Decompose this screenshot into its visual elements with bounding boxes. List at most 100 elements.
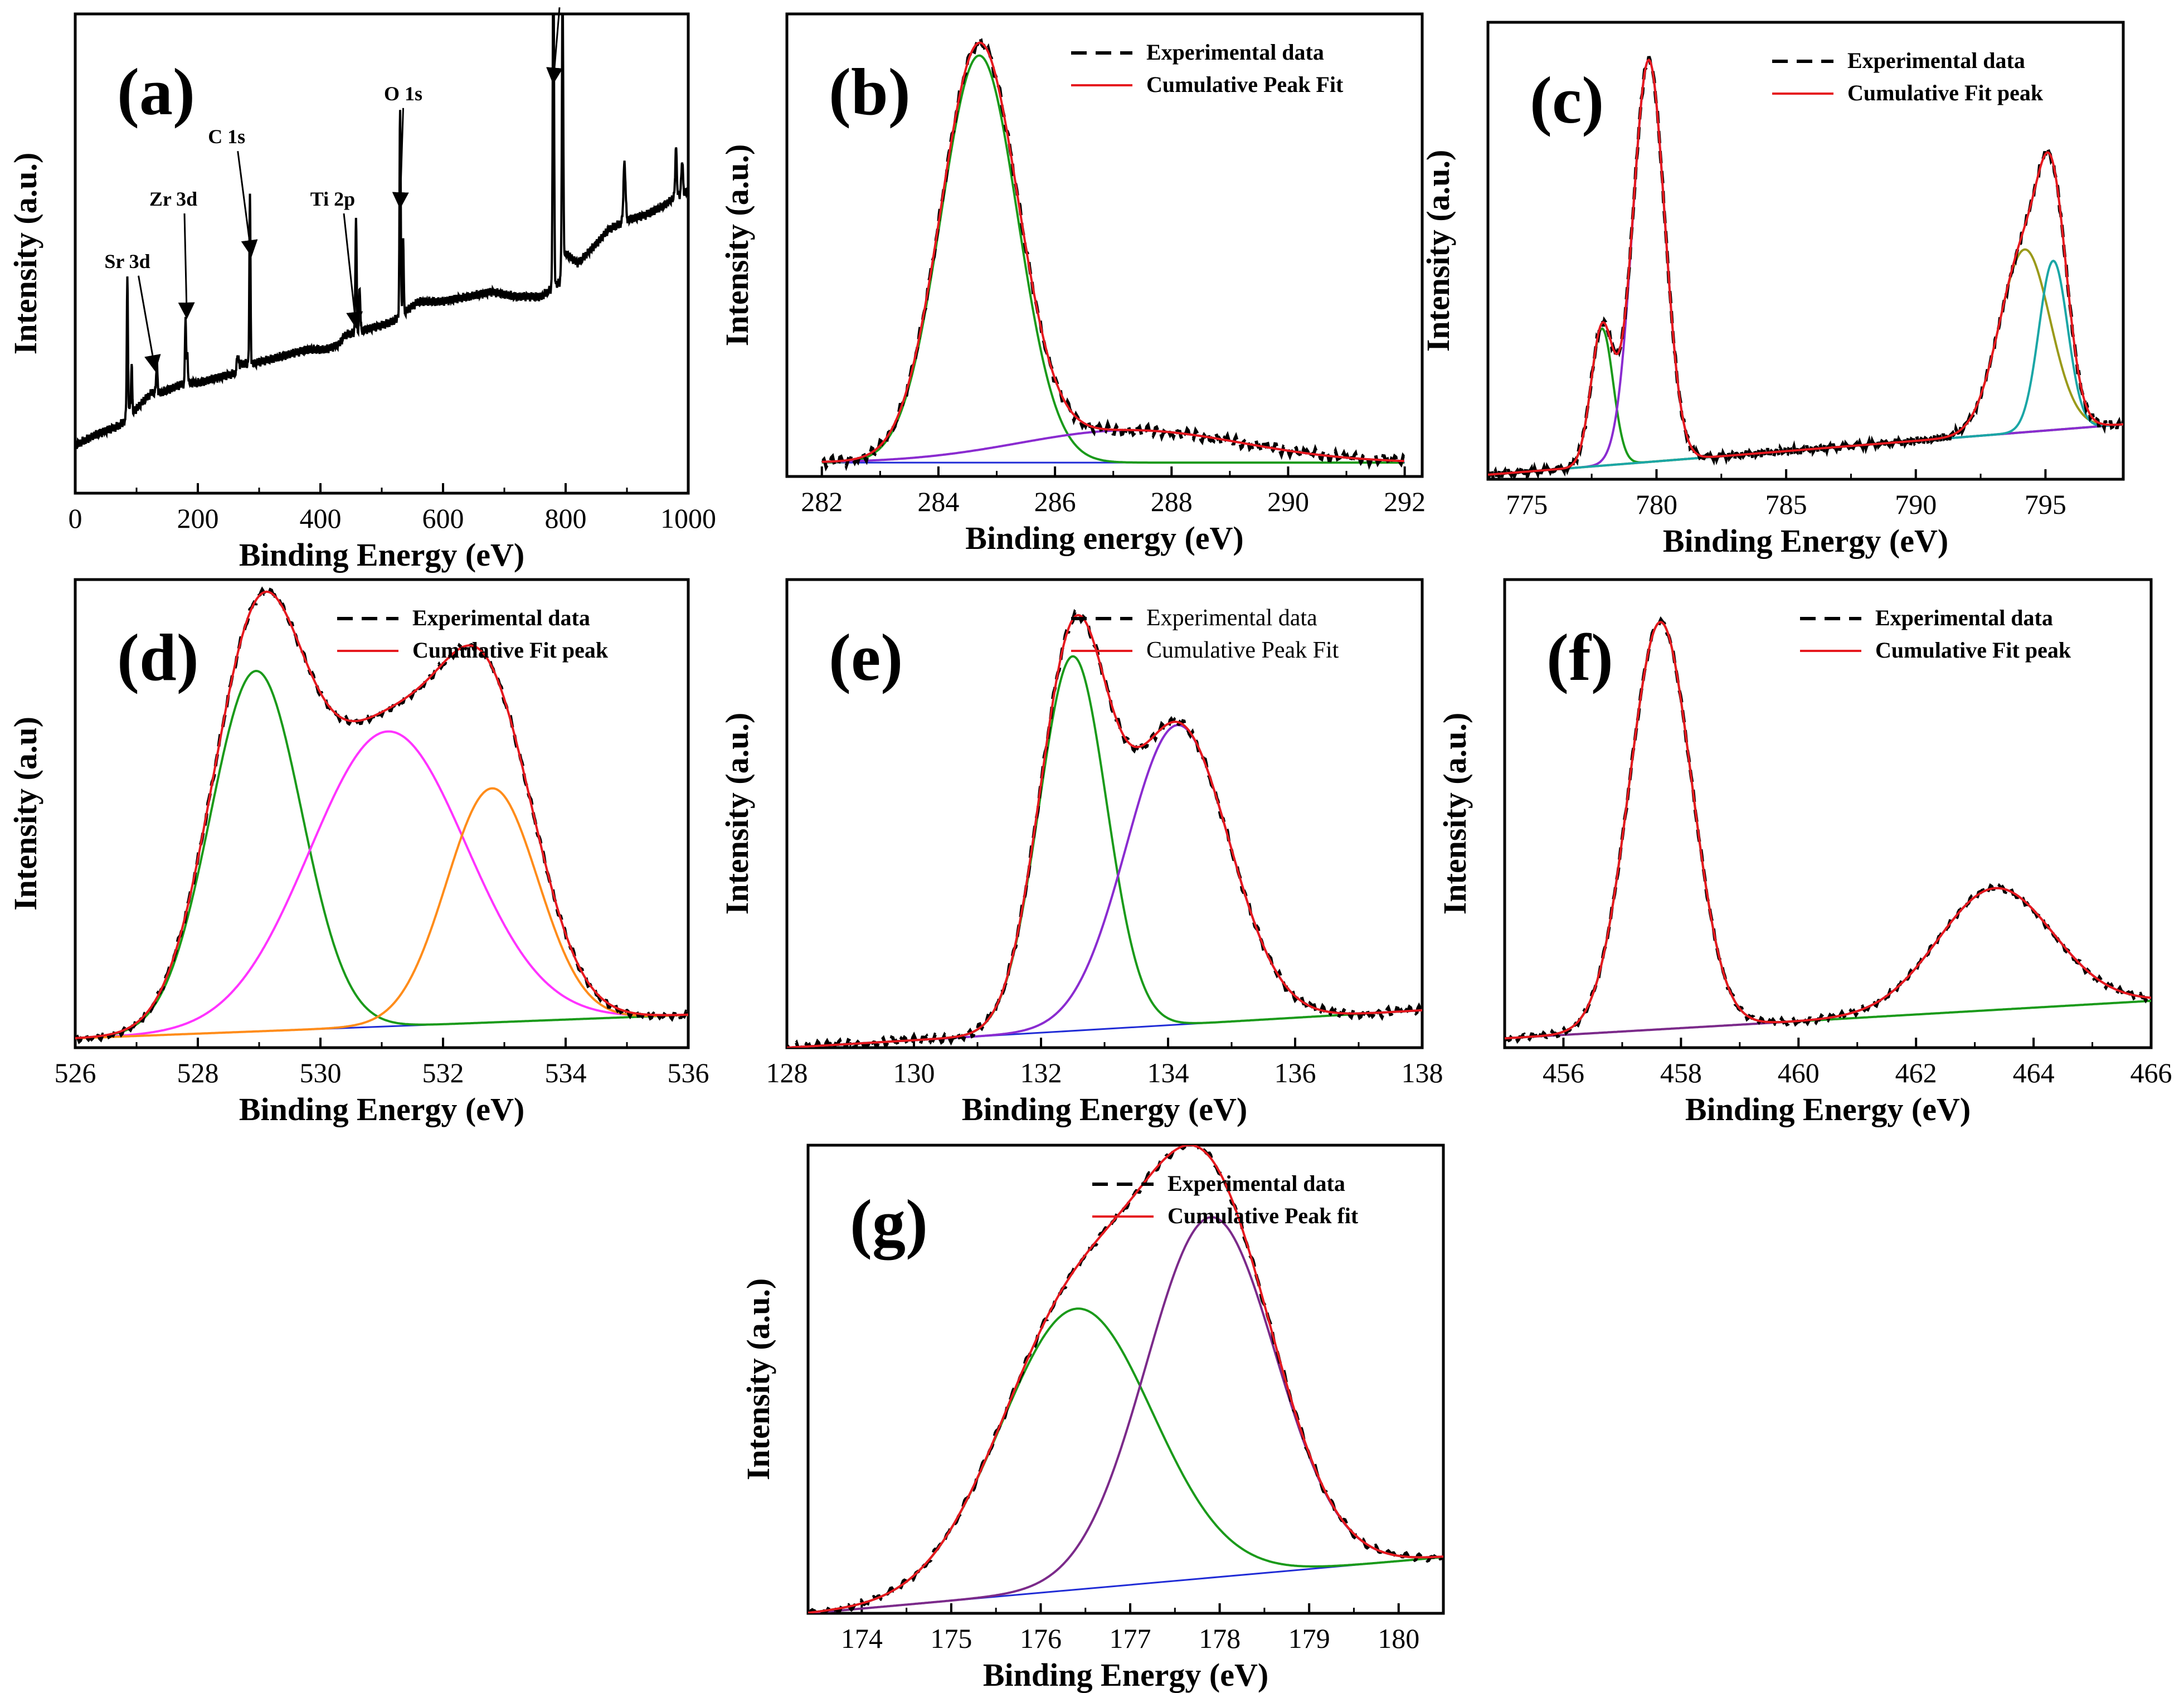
x-tick-label: 400 (300, 503, 342, 534)
panel-label: (g) (850, 1186, 928, 1261)
x-tick-label: 1000 (660, 503, 716, 534)
experimental-data-line (808, 1145, 1443, 1613)
x-axis-title: Binding Energy (eV) (1663, 523, 1948, 559)
cumulative-fit-line (808, 1145, 1443, 1613)
x-tick-label: 138 (1402, 1057, 1443, 1088)
x-tick-label: 528 (177, 1057, 219, 1088)
y-axis-title: Intensity (a.u) (7, 717, 43, 911)
plot-area (808, 1145, 1443, 1613)
panel-d: 526 528 530 532 534 536 Binding Energy (eV) Int… (7, 578, 709, 1127)
x-tick-label: 286 (1034, 486, 1076, 517)
x-axis-title: Binding Energy (eV) (239, 1091, 524, 1127)
x-tick-label: 284 (917, 486, 959, 517)
cumulative-fit-line (1505, 621, 2151, 1040)
survey-spectrum-line (75, 14, 688, 449)
legend: Experimental data Cumulative Peak Fit (1071, 40, 1344, 97)
legend: Experimental data Cumulative Fit peak (1772, 48, 2044, 105)
plot-frame (1503, 578, 2153, 1049)
panel-g: 174 175 176 177 178 179 180 Binding Energy (eV)… (740, 1144, 1445, 1693)
x-tick-label: 460 (1778, 1057, 1820, 1088)
peak-annotation: C 1s (208, 125, 245, 148)
plot-frame (806, 1144, 1445, 1615)
x-tick-label: 534 (545, 1057, 587, 1088)
x-tick-label: 536 (668, 1057, 709, 1088)
x-tick-label: 175 (930, 1623, 972, 1654)
y-axis-title: Intensity (a.u.) (740, 1278, 776, 1481)
x-tick-label: 288 (1151, 486, 1193, 517)
peak-annotation: Sr 3d (104, 250, 150, 273)
x-tick-label: 174 (841, 1623, 883, 1654)
x-tick-label: 136 (1275, 1057, 1316, 1088)
panel-label: (f) (1546, 620, 1613, 694)
component-peak-2 (75, 730, 688, 1039)
plot-frame (1486, 21, 2125, 481)
x-tick-label: 282 (801, 486, 843, 517)
legend-label-fit: Cumulative Fit peak (1875, 638, 2071, 663)
x-tick-label: 128 (766, 1057, 808, 1088)
x-tick-label: 132 (1020, 1057, 1062, 1088)
panel-label: (d) (117, 620, 199, 694)
legend: Experimental data Cumulative Fit peak (1800, 605, 2071, 663)
x-tick-label: 790 (1895, 489, 1937, 520)
legend-label-experimental: Experimental data (412, 605, 590, 630)
legend-label-fit: Cumulative Peak Fit (1146, 72, 1344, 97)
peak-annotation: Zr 3d (149, 188, 197, 210)
y-axis-title: Intensity (a.u.) (7, 153, 43, 355)
plot-area (821, 33, 1406, 472)
y-axis-title: Intensity (a.u.) (719, 144, 755, 347)
x-tick-label: 458 (1660, 1057, 1702, 1088)
x-tick-label: 462 (1895, 1057, 1937, 1088)
component-peak-3 (75, 787, 688, 1040)
y-axis-title: Intensity (a.u.) (1437, 713, 1473, 915)
peak-annotation: Ba 3d5 (529, 0, 589, 4)
x-tick-label: 130 (893, 1057, 935, 1088)
panel-b: 282 284 286 288 290 292 Binding energy (eV) Int… (719, 12, 1426, 556)
x-axis-title: Binding Energy (eV) (962, 1091, 1247, 1127)
panel-a: 0 200 400 600 800 1000 Binding Energy (eV) Inte… (7, 0, 716, 573)
x-tick-label: 464 (2013, 1057, 2055, 1088)
plot-area (1488, 56, 2123, 479)
component-peak-1 (75, 669, 688, 1039)
y-axis-title: Intensity (a.u.) (1420, 150, 1456, 352)
experimental-data-line (787, 609, 1422, 1048)
legend-label-fit: Cumulative Fit peak (412, 638, 609, 663)
x-tick-label: 179 (1288, 1623, 1330, 1654)
x-tick-label: 795 (2025, 489, 2066, 520)
x-tick-label: 775 (1506, 489, 1548, 520)
x-axis-title: Binding Energy (eV) (983, 1657, 1268, 1693)
x-tick-label: 780 (1636, 489, 1677, 520)
legend-label-experimental: Experimental data (1875, 605, 2053, 630)
x-tick-label: 456 (1543, 1057, 1584, 1088)
x-axis-title: Binding energy (eV) (965, 520, 1243, 556)
legend: Experimental data Cumulative Fit peak (337, 605, 609, 663)
plot-area (75, 14, 688, 449)
legend: Experimental data Cumulative Peak fit (1092, 1171, 1359, 1228)
panel-label: (c) (1530, 63, 1604, 137)
plot-area (75, 586, 688, 1044)
legend: Experimental data Cumulative Peak Fit (1071, 605, 1339, 663)
x-tick-label: 177 (1110, 1623, 1151, 1654)
panel-label: (b) (829, 55, 911, 129)
x-tick-label: 526 (55, 1057, 96, 1088)
panel-label: (e) (829, 620, 903, 694)
x-tick-label: 176 (1020, 1623, 1062, 1654)
annotation-arrow (237, 151, 258, 257)
x-axis-title: Binding Energy (eV) (239, 537, 524, 573)
panel-label: (a) (117, 55, 195, 129)
x-axis-title: Binding Energy (eV) (1685, 1091, 1971, 1127)
cumulative-fit-line (1488, 58, 2123, 476)
panel-c: 775 780 785 790 795 Binding Energy (eV) Intens… (1420, 21, 2125, 559)
x-tick-label: 134 (1147, 1057, 1189, 1088)
annotation-arrow (138, 275, 161, 372)
peak-annotation: O 1s (384, 82, 422, 105)
x-tick-label: 178 (1199, 1623, 1241, 1654)
x-tick-label: 800 (545, 503, 587, 534)
x-tick-label: 530 (300, 1057, 342, 1088)
x-tick-label: 600 (422, 503, 464, 534)
legend-label-fit: Cumulative Peak Fit (1146, 638, 1339, 663)
legend-label-experimental: Experimental data (1847, 48, 2025, 73)
plot-area (787, 609, 1422, 1048)
legend-label-experimental: Experimental data (1146, 605, 1317, 631)
legend-label-fit: Cumulative Fit peak (1847, 80, 2044, 105)
legend-label-fit: Cumulative Peak fit (1168, 1203, 1359, 1228)
